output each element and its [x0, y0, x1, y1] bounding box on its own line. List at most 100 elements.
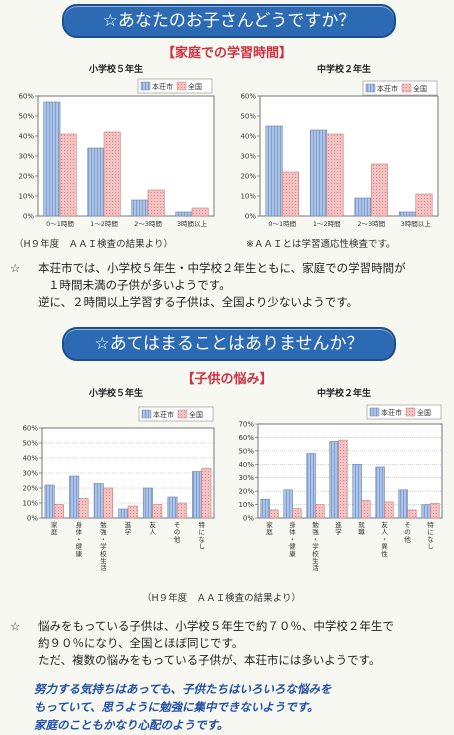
- bar-honjo: [142, 487, 153, 519]
- x-tick-label: その他: [174, 521, 181, 543]
- y-tick-label: 20%: [240, 173, 256, 181]
- source-note-center: （H９年度 ＡＡＩ検査の結果より）: [142, 593, 301, 604]
- y-tick-label: 0%: [243, 515, 254, 523]
- chart-svg: 小学校５年生 0% 10% 20% 30% 40% 50% 60% 0～1時間 1～2時間 2～3時…: [18, 63, 215, 228]
- x-tick-label: 勉強・学校生活: [312, 520, 319, 572]
- bar-honjo: [131, 199, 149, 217]
- chart-svg: 小学校５年生 0% 10% 20% 30% 40% 50% 60% 家庭 身体・健康 勉強・学校生活…: [22, 387, 215, 572]
- section1-line-2: １時間未満の子供が多いようです。: [48, 278, 231, 292]
- chart-title: 小学校５年生: [88, 63, 143, 75]
- legend-label: 本荘市: [152, 82, 173, 91]
- x-tick-label: 特になし: [198, 520, 205, 551]
- x-tick-label: 1～2時間: [313, 220, 341, 228]
- y-tick-label: 10%: [238, 501, 254, 509]
- chart-svg: 中学校２年生 0% 10% 20% 30% 40% 50% 60% 0～1時間 1～2時間 2～3時…: [240, 63, 439, 228]
- x-tick-label: 就職: [358, 520, 365, 536]
- section2-line-2: 約９０％になり、全国とほぼ同じです。: [38, 636, 244, 650]
- bar-honjo: [192, 471, 203, 519]
- legend-label: 全国: [417, 408, 431, 417]
- y-tick-label: 70%: [238, 421, 254, 429]
- chart-svg: 中学校２年生 0% 10% 20% 30% 40% 50% 60% 70% 家庭 身体・健康 勉強・学…: [238, 387, 443, 572]
- closing-message: 努力する気持ちはあっても、子供たちはいろいろな悩みを もっていて、思うように勉強…: [34, 680, 454, 734]
- bar-national: [147, 189, 165, 217]
- bar-national: [127, 505, 138, 519]
- x-tick-label: 友人・異性: [381, 520, 388, 558]
- bar-honjo: [421, 504, 431, 519]
- y-tick-label: 10%: [22, 500, 38, 508]
- y-tick-label: 60%: [18, 93, 34, 101]
- bar-honjo: [375, 466, 385, 519]
- x-tick-label: 家庭: [266, 520, 273, 536]
- y-tick-label: 60%: [238, 434, 254, 442]
- legend-label: 全国: [413, 84, 427, 93]
- x-tick-label: 勉強・学校生活: [100, 520, 107, 572]
- bar-honjo: [87, 147, 105, 217]
- chart-title: 小学校５年生: [88, 387, 143, 399]
- bar-honjo: [354, 197, 372, 217]
- section2-line-1: 悩みをもっている子供は、小学校５年生で約７０％、中学校２年生で: [38, 619, 394, 633]
- closing-line-2: もっていて、思うように勉強に集中できないようです。: [34, 700, 319, 714]
- y-tick-label: 50%: [238, 447, 254, 455]
- bar-national: [430, 502, 440, 519]
- section1-banner: ☆あなたのお子さんどうですか？: [62, 4, 396, 38]
- x-tick-label: 0～1時間: [46, 220, 74, 228]
- bar-honjo: [43, 101, 61, 217]
- bar-national: [370, 163, 389, 217]
- legend-box: [138, 406, 214, 422]
- x-tick-label: 身体・健康: [289, 520, 296, 558]
- y-tick-label: 50%: [18, 113, 34, 121]
- chart-title: 中学校２年生: [317, 63, 371, 75]
- bar-national: [78, 498, 89, 519]
- chart-title: 中学校２年生: [317, 387, 371, 399]
- x-tick-label: 2～3時間: [134, 220, 162, 228]
- bar-honjo: [118, 508, 129, 519]
- closing-line-3: 家庭のこともかなり心配のようです。: [34, 718, 229, 732]
- bar-national: [384, 501, 394, 519]
- x-tick-label: 進学: [125, 520, 132, 536]
- section1-line-3: 逆に、２時間以上学習する子供は、全国より少ないようです。: [38, 295, 359, 309]
- bar-national: [201, 468, 212, 519]
- bar-national: [326, 133, 344, 217]
- y-tick-label: 50%: [240, 113, 256, 121]
- x-tick-label: 3時間以上: [401, 219, 432, 228]
- legend-label: 全国: [189, 410, 203, 419]
- y-tick-label: 0%: [27, 515, 38, 523]
- bar-national: [176, 502, 187, 519]
- bar-honjo: [167, 496, 178, 519]
- closing-line-1: 努力する気持ちはあっても、子供たちはいろいろな悩みを: [34, 682, 332, 696]
- section1-subtitle: 【家庭での学習時間】: [161, 46, 292, 61]
- x-tick-label: 家庭: [51, 520, 58, 536]
- y-tick-label: 50%: [22, 440, 38, 448]
- section2-paragraph: ☆ 悩みをもっている子供は、小学校５年生で約７０％、中学校２年生で 約９０％にな…: [10, 618, 450, 669]
- section1-line-1: 本荘市では、小学校５年生・中学校２年生ともに、家庭での学習時間が: [38, 261, 406, 275]
- y-tick-label: 0%: [23, 213, 34, 221]
- bar-honjo: [93, 483, 104, 519]
- bar-national: [338, 439, 348, 519]
- legend-swatch: [365, 83, 376, 93]
- legend-label: 全国: [188, 82, 202, 91]
- bar-honjo: [352, 463, 362, 519]
- bar-honjo: [283, 489, 293, 519]
- legend-box: [366, 404, 442, 420]
- x-tick-label: 進学: [335, 520, 342, 536]
- bar-national: [415, 193, 433, 217]
- y-tick-label: 30%: [240, 153, 256, 161]
- legend-swatch: [177, 409, 188, 419]
- legend-swatch: [401, 83, 412, 93]
- legend-box: [137, 78, 213, 94]
- bar-honjo: [329, 441, 339, 519]
- y-tick-label: 10%: [240, 193, 256, 201]
- bar-national: [103, 487, 114, 519]
- y-tick-label: 40%: [240, 133, 256, 141]
- y-tick-label: 30%: [22, 470, 38, 478]
- legend-swatch: [405, 407, 416, 417]
- y-tick-label: 40%: [18, 133, 34, 141]
- y-tick-label: 0%: [245, 213, 256, 221]
- y-tick-label: 20%: [18, 173, 34, 181]
- x-tick-label: 0～1時間: [268, 220, 296, 228]
- legend-swatch: [176, 81, 187, 91]
- legend-swatch: [369, 407, 380, 417]
- bar-national: [59, 133, 77, 217]
- bar-national: [407, 509, 417, 519]
- legend-box: [362, 80, 438, 96]
